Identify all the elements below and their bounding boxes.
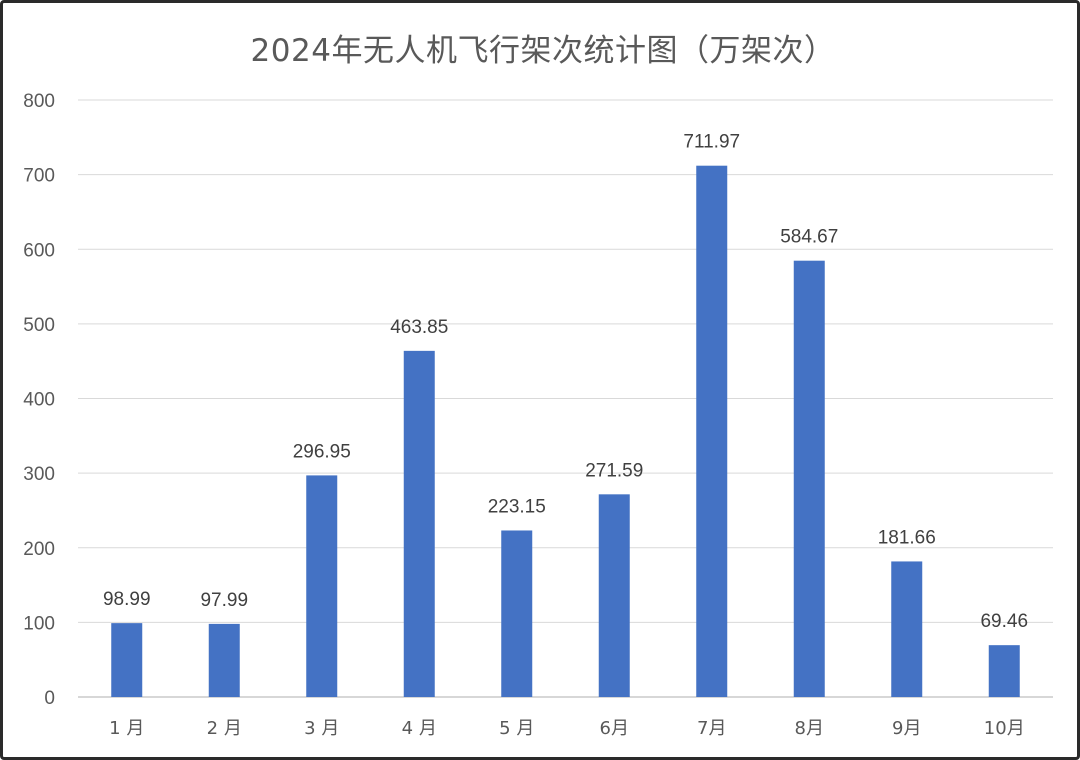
data-label: 296.95: [293, 441, 351, 462]
x-axis-category-labels: 1 月 2 月 3 月 4 月 5 月 6月 7月 8月 9月 10月: [109, 718, 1025, 739]
bar: [793, 260, 825, 697]
bar: [306, 475, 338, 697]
data-label: 463.85: [390, 317, 448, 338]
category-label: 4 月: [402, 718, 437, 739]
data-label: 223.15: [488, 496, 546, 517]
chart-title: 2024年无人机飞行架次统计图（万架次）: [250, 33, 836, 69]
bar: [891, 561, 923, 697]
data-label: 97.99: [200, 590, 248, 611]
y-axis-tick-labels: 0 100 200 300 400 500 600 700 800: [23, 91, 55, 709]
bar: [208, 623, 240, 697]
y-tick-label: 400: [23, 390, 55, 411]
data-label: 69.46: [980, 611, 1028, 632]
data-label: 711.97: [683, 132, 740, 153]
data-label: 271.59: [585, 460, 643, 481]
bar: [988, 645, 1020, 697]
y-tick-label: 200: [23, 539, 55, 560]
data-label: 98.99: [103, 589, 151, 610]
y-tick-label: 100: [23, 613, 55, 634]
y-tick-label: 0: [44, 688, 55, 709]
y-tick-label: 500: [23, 315, 55, 336]
category-label: 1 月: [109, 718, 144, 739]
bar: [598, 494, 630, 697]
bar: [501, 530, 533, 697]
category-label: 3 月: [304, 718, 339, 739]
category-label: 2 月: [207, 718, 242, 739]
data-label: 584.67: [780, 227, 838, 248]
bar: [111, 623, 143, 697]
category-label: 8月: [795, 718, 824, 739]
bar: [696, 165, 728, 697]
bar: [403, 350, 435, 697]
category-label: 9月: [892, 718, 921, 739]
category-label: 5 月: [499, 718, 534, 739]
bar-chart: 0 100 200 300 400 500 600 700 800 98.99 97.99 296.…: [23, 91, 1053, 739]
category-label: 6月: [600, 718, 629, 739]
y-tick-label: 800: [23, 91, 55, 112]
grid-lines: [78, 99, 1053, 698]
y-tick-label: 600: [23, 240, 55, 261]
data-labels: 98.99 97.99 296.95 463.85 223.15 271.59 711.97…: [103, 132, 1028, 632]
category-label: 10月: [984, 718, 1025, 739]
data-label: 181.66: [878, 527, 936, 548]
category-label: 7月: [697, 718, 726, 739]
y-tick-label: 700: [23, 166, 55, 187]
bars: [111, 165, 1020, 697]
y-tick-label: 300: [23, 464, 55, 485]
